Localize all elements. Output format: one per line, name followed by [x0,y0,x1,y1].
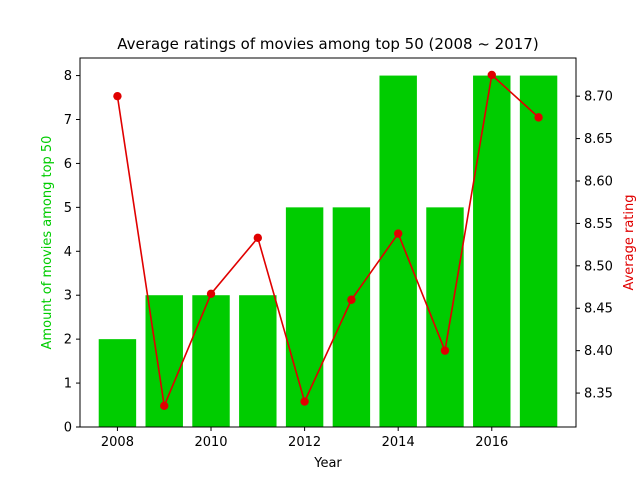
rating-point-2008 [113,91,122,101]
bar-2013 [332,207,371,427]
x-axis-label: Year [313,456,342,471]
right-tick-label-8.40: 8.40 [584,344,613,359]
rating-point-2014 [393,229,403,238]
left-tick-label-0: 0 [64,421,72,436]
rating-point-2010 [206,289,216,299]
x-tick-label-2016: 2016 [475,435,508,450]
left-axis-label: Amount of movies among top 50 [40,136,55,350]
rating-line-group [113,70,543,410]
rating-line [116,73,540,409]
rating-point-2013 [347,295,356,304]
bar-2011 [239,295,277,427]
left-tick-label-4: 4 [64,245,72,260]
right-tick-label-8.60: 8.60 [584,175,613,190]
bars-group [98,75,558,428]
right-tick-label-8.70: 8.70 [584,90,613,105]
bar-2017 [519,75,558,428]
right-tick-label-8.45: 8.45 [584,302,613,317]
x-axis-ticks: 2008 2010 2012 2014 2016 [101,427,508,450]
bar-2010 [192,295,230,427]
rating-point-2011 [253,233,263,243]
x-tick-label-2012: 2012 [288,435,321,450]
left-tick-label-3: 3 [64,289,72,304]
x-tick-label-2008: 2008 [101,435,134,450]
rating-point-2015 [440,346,450,355]
bar-2008 [98,339,137,427]
right-tick-label-8.65: 8.65 [584,132,613,147]
left-tick-label-6: 6 [64,157,72,172]
bar-2015 [426,207,464,427]
right-axis-ticks: 8.35 8.40 8.45 8.50 8.55 8.60 8.65 8.70 [576,90,613,402]
right-axis-label: Average rating [622,194,637,290]
left-tick-label-8: 8 [64,69,72,84]
bar-2012 [285,207,324,427]
rating-point-2017 [534,113,543,122]
right-tick-label-8.35: 8.35 [584,387,613,402]
rating-point-2016 [487,70,496,80]
left-tick-label-7: 7 [64,113,72,128]
rating-point-2009 [160,401,169,410]
left-axis-ticks: 0 1 2 3 4 5 6 7 8 [64,69,80,436]
plot-frame [79,57,577,428]
left-tick-label-5: 5 [64,201,72,216]
bar-2016 [473,75,511,428]
right-tick-label-8.55: 8.55 [584,217,613,232]
chart-title: Average ratings of movies among top 50 (… [117,35,538,53]
right-tick-label-8.50: 8.50 [584,259,613,274]
rating-point-2012 [300,397,309,406]
x-tick-label-2010: 2010 [194,435,227,450]
left-tick-label-1: 1 [64,377,72,392]
left-tick-label-2: 2 [64,333,72,348]
x-tick-label-2014: 2014 [382,435,415,450]
